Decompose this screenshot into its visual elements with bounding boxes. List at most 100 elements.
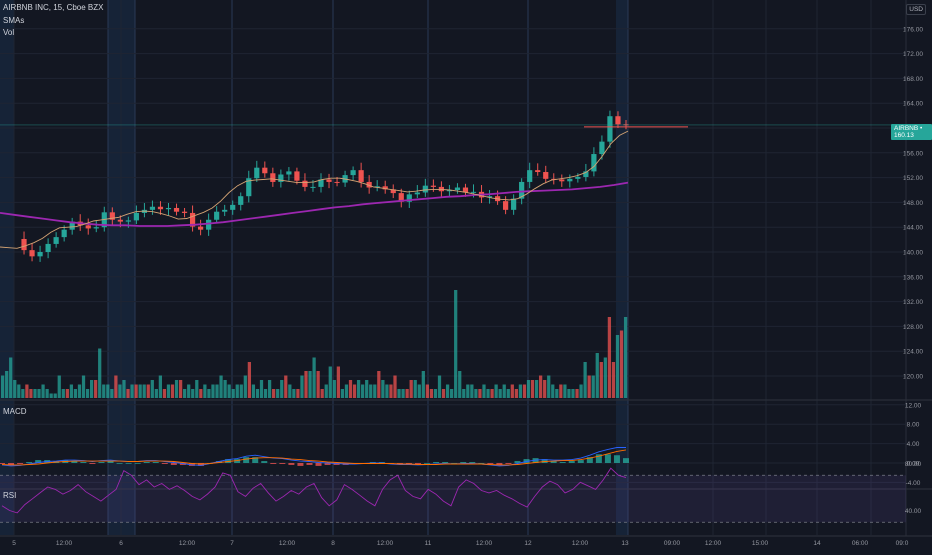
- volume-bar: [154, 389, 158, 398]
- volume-bar: [98, 348, 102, 398]
- volume-indicator-label[interactable]: Vol: [3, 28, 15, 37]
- volume-bar: [122, 380, 126, 398]
- time-tick-label: 8: [331, 540, 335, 547]
- candle-body: [615, 116, 621, 125]
- volume-bar: [587, 375, 591, 398]
- time-tick-label: 15:00: [752, 540, 769, 547]
- macd-histogram-bar: [577, 460, 584, 463]
- volume-bar: [312, 357, 316, 398]
- volume-bar: [437, 375, 442, 398]
- volume-bar: [425, 384, 429, 398]
- volume-bar: [571, 389, 575, 398]
- time-tick-label: 7: [230, 540, 234, 547]
- time-tick-label: 12:00: [705, 540, 722, 547]
- macd-pane-label[interactable]: MACD: [3, 407, 27, 416]
- volume-bar: [336, 366, 340, 398]
- volume-bar: [373, 384, 377, 398]
- volume-bar: [365, 380, 369, 398]
- macd-histogram-bar: [234, 459, 241, 463]
- candle-body: [189, 212, 196, 227]
- volume-bar: [239, 384, 243, 398]
- volume-bar: [183, 389, 187, 398]
- macd-histogram-bar: [424, 463, 431, 464]
- volume-bar: [146, 384, 150, 398]
- volume-bar: [207, 389, 211, 398]
- macd-histogram-bar: [279, 463, 286, 464]
- candle-body: [45, 243, 51, 252]
- macd-histogram-bar: [369, 462, 376, 463]
- volume-bar: [320, 389, 324, 398]
- macd-histogram-bar: [550, 461, 557, 463]
- candle-body: [109, 212, 115, 220]
- volume-bar: [607, 317, 612, 398]
- volume-bar: [526, 380, 531, 398]
- candle-body: [358, 170, 364, 182]
- volume-bar: [187, 384, 191, 398]
- volume-bar: [377, 371, 381, 398]
- volume-bar: [494, 384, 498, 398]
- volume-bar: [89, 380, 94, 398]
- candle-body: [230, 204, 236, 210]
- macd-signal-line: [1, 449, 627, 466]
- volume-bar: [45, 389, 49, 398]
- volume-bar: [17, 384, 21, 398]
- volume-bar: [385, 384, 389, 398]
- volume-bar: [441, 389, 446, 398]
- volume-bar: [356, 380, 361, 398]
- candle-body: [286, 171, 292, 175]
- sma-fast-line: [0, 130, 629, 249]
- volume-bar: [292, 389, 296, 398]
- volume-bar: [5, 371, 9, 398]
- volume-bar: [170, 384, 175, 398]
- session-shade-2: [616, 0, 628, 535]
- candle-body: [29, 250, 35, 257]
- time-tick-label: 5: [12, 540, 16, 547]
- macd-histogram-bar: [396, 463, 403, 464]
- rsi-line: [1, 467, 627, 514]
- candle-body: [173, 207, 180, 212]
- volume-bar: [13, 380, 17, 398]
- candle-body: [206, 219, 212, 230]
- macd-histogram-bar: [333, 463, 340, 465]
- volume-bar: [284, 375, 288, 398]
- volume-bar: [138, 384, 142, 398]
- time-tick-label: 12:00: [377, 540, 394, 547]
- macd-histogram-bar: [442, 462, 449, 463]
- macd-histogram-bar: [179, 463, 186, 465]
- volume-bar: [547, 375, 551, 398]
- candle-body: [446, 190, 453, 192]
- candle-body: [334, 181, 340, 183]
- volume-bar: [579, 384, 583, 398]
- time-tick-label: 09:00: [664, 540, 681, 547]
- candle-body: [591, 154, 597, 172]
- rsi-tick-label: 40.00: [905, 508, 922, 515]
- volume-bar: [498, 389, 502, 398]
- candle-body: [125, 220, 131, 222]
- macd-line: [1, 447, 626, 467]
- candle-body: [133, 212, 139, 221]
- candle-body: [398, 193, 404, 202]
- macd-histogram-bar: [613, 455, 620, 463]
- candle-body: [414, 192, 420, 195]
- volume-bar: [458, 371, 462, 398]
- time-tick-label: 14: [813, 540, 821, 547]
- candle-body: [157, 206, 164, 210]
- volume-bar: [490, 389, 494, 398]
- volume-bar: [510, 384, 514, 398]
- rsi-pane-label[interactable]: RSI: [3, 491, 17, 500]
- macd-histogram-bar: [134, 463, 141, 464]
- volume-bar: [599, 362, 603, 398]
- candle-body: [165, 207, 172, 210]
- macd-histogram-bar: [306, 463, 313, 465]
- macd-histogram-bar: [297, 463, 304, 466]
- macd-histogram-bar: [89, 463, 96, 464]
- smas-indicator-label[interactable]: SMAs: [3, 16, 25, 25]
- volume-bar: [559, 384, 563, 398]
- symbol-legend[interactable]: AIRBNB INC, 15, Cboe BZX: [3, 3, 104, 12]
- time-tick-label: 11: [425, 540, 432, 547]
- volume-bar: [134, 384, 138, 398]
- candle-body: [422, 185, 428, 193]
- volume-bar: [575, 389, 579, 398]
- price-tick-label: 172.00: [903, 51, 923, 58]
